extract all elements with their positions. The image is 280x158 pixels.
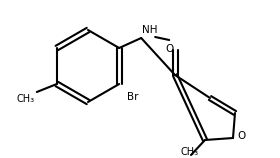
Text: CH₃: CH₃ xyxy=(17,94,35,104)
Text: O: O xyxy=(165,44,173,54)
Text: CH₃: CH₃ xyxy=(181,147,199,157)
Text: NH: NH xyxy=(142,25,158,35)
Text: Br: Br xyxy=(127,92,139,102)
Text: O: O xyxy=(237,131,245,141)
